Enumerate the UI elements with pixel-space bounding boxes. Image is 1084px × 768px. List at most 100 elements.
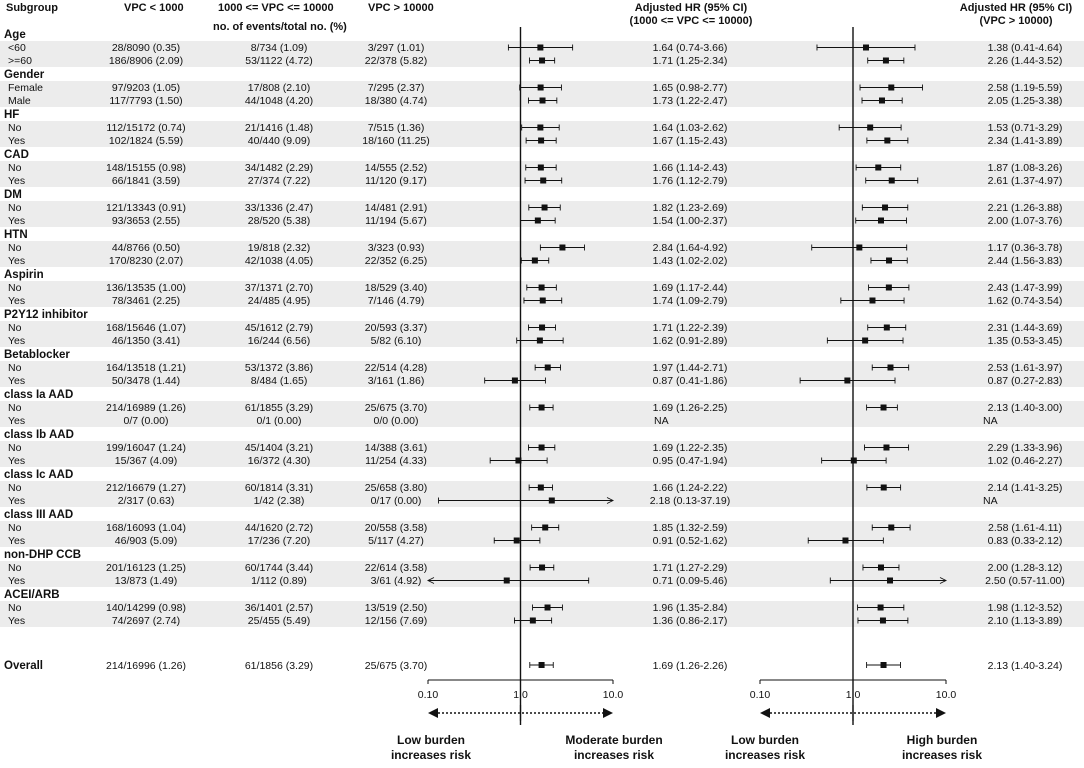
label-low-burden-1: Low burden increases risk [390, 733, 472, 762]
group-label: Gender [4, 69, 45, 81]
group-label: non-DHP CCB [4, 549, 81, 561]
hr-moderate-text: 1.82 (1.23-2.69) [653, 202, 728, 214]
hr-moderate-text: 1.54 (1.00-2.37) [653, 215, 728, 227]
ci-moderate-point [531, 257, 538, 264]
header-subgroup: Subgroup [6, 2, 58, 14]
ci-high-point [888, 524, 895, 531]
arrowhead-left-moderate [428, 708, 438, 718]
ci-moderate-arrow-right [606, 497, 615, 504]
arrowhead-right-high [936, 708, 946, 718]
hr-high-text: 1.17 (0.36-3.78) [988, 242, 1063, 254]
hr-high-text: 0.83 (0.33-2.12) [988, 535, 1063, 547]
events-vpc-high: 3/323 (0.93) [368, 242, 425, 254]
row-label: Yes [8, 255, 25, 267]
events-vpc-high: 14/481 (2.91) [365, 202, 427, 214]
ci-moderate-point [544, 604, 551, 611]
hr-moderate-text: 1.97 (1.44-2.71) [653, 362, 728, 374]
events-vpc-low: 112/15172 (0.74) [106, 122, 185, 134]
events-vpc-mid: 40/440 (9.09) [248, 135, 310, 147]
hr-high-text: 2.21 (1.26-3.88) [988, 202, 1063, 214]
events-vpc-low: 97/9203 (1.05) [112, 82, 180, 94]
events-vpc-low: 28/8090 (0.35) [112, 42, 180, 54]
hr-moderate-text: NA [654, 415, 669, 427]
ci-high-point [888, 84, 895, 91]
events-vpc-mid: 37/1371 (2.70) [245, 282, 313, 294]
row-band [0, 534, 1084, 547]
events-vpc-mid: 17/808 (2.10) [248, 82, 310, 94]
hr-moderate-text: 1.69 (1.26-2.25) [653, 402, 728, 414]
events-vpc-low: 102/1824 (5.59) [109, 135, 183, 147]
events-vpc-low: 168/15646 (1.07) [106, 322, 186, 334]
ci-moderate-point [538, 284, 545, 291]
x-tick-label-high: 10.0 [936, 689, 957, 701]
hr-high-text: 1.53 (0.71-3.29) [988, 122, 1063, 134]
row-label: No [8, 442, 22, 454]
events-vpc-high: 11/254 (4.33) [365, 455, 427, 467]
ci-moderate-point [539, 97, 546, 104]
events-vpc-mid: 45/1612 (2.79) [245, 322, 313, 334]
row-label: No [8, 562, 22, 574]
arrowhead-left-high [760, 708, 770, 718]
hr-high-text: NA [983, 495, 998, 507]
x-tick-label-high: 1.0 [846, 689, 861, 701]
ci-high-point [887, 577, 894, 584]
ci-moderate-point [511, 377, 518, 384]
events-vpc-mid: 28/520 (5.38) [248, 215, 310, 227]
header-hr-high: Adjusted HR (95% CI) (VPC > 10000) [959, 2, 1073, 27]
row-label: Yes [8, 295, 25, 307]
events-vpc-mid: 44/1048 (4.20) [245, 95, 313, 107]
hr-moderate-text: 1.71 (1.22-2.39) [653, 322, 728, 334]
ci-high-point [882, 57, 889, 64]
label-high-burden: High burden increases risk [901, 733, 983, 762]
hr-high-text: 2.13 (1.40-3.24) [988, 660, 1063, 672]
events-vpc-high: 20/558 (3.58) [365, 522, 427, 534]
ci-moderate-point [559, 244, 566, 251]
events-vpc-high: 5/82 (6.10) [371, 335, 422, 347]
row-label: Yes [8, 535, 25, 547]
events-vpc-high: 22/614 (3.58) [365, 562, 427, 574]
events-vpc-low: 170/8230 (2.07) [109, 255, 183, 267]
ci-high-point [886, 257, 893, 264]
ci-moderate-point [539, 324, 546, 331]
ci-high-point [877, 564, 884, 571]
hr-high-text: 2.29 (1.33-3.96) [988, 442, 1063, 454]
events-vpc-high: 13/519 (2.50) [365, 602, 427, 614]
ci-high-point [880, 404, 887, 411]
ci-high-point [887, 364, 894, 371]
events-vpc-high: 0/0 (0.00) [374, 415, 419, 427]
events-vpc-high: 11/120 (9.17) [365, 175, 427, 187]
ci-moderate-point [529, 617, 536, 624]
ci-moderate-point [513, 537, 520, 544]
events-vpc-mid: 60/1814 (3.31) [245, 482, 313, 494]
hr-high-text: NA [983, 415, 998, 427]
row-label: No [8, 402, 22, 414]
ci-high-point [875, 164, 882, 171]
events-vpc-low: 121/13343 (0.91) [106, 202, 186, 214]
ci-moderate-arrow-left [426, 577, 435, 584]
row-label: <60 [8, 42, 26, 54]
ci-moderate-point [544, 364, 551, 371]
events-vpc-high: 0/17 (0.00) [371, 495, 422, 507]
ci-moderate-point [534, 217, 541, 224]
header-hr-moderate: Adjusted HR (95% CI) (1000 <= VPC <= 100… [629, 2, 753, 27]
ci-high-point [856, 244, 863, 251]
header-vpc-mid: 1000 <= VPC <= 10000 [218, 2, 334, 14]
ci-high-point [883, 444, 890, 451]
hr-high-text: 2.13 (1.40-3.00) [988, 402, 1063, 414]
ci-moderate-point [537, 124, 544, 131]
events-vpc-high: 7/146 (4.79) [368, 295, 425, 307]
ci-moderate-point [539, 57, 546, 64]
events-vpc-mid: 42/1038 (4.05) [245, 255, 313, 267]
hr-moderate-text: 2.18 (0.13-37.19) [650, 495, 731, 507]
hr-high-text: 1.62 (0.74-3.54) [988, 295, 1063, 307]
x-tick-label-high: 0.10 [750, 689, 771, 701]
events-vpc-low: 66/1841 (3.59) [112, 175, 180, 187]
hr-moderate-text: 2.84 (1.64-4.92) [653, 242, 728, 254]
events-vpc-low: 0/7 (0.00) [124, 415, 169, 427]
events-vpc-low: 136/13535 (1.00) [106, 282, 186, 294]
events-vpc-high: 3/61 (4.92) [371, 575, 422, 587]
hr-moderate-text: 1.96 (1.35-2.84) [653, 602, 728, 614]
events-vpc-high: 12/156 (7.69) [365, 615, 427, 627]
hr-high-text: 2.34 (1.41-3.89) [988, 135, 1063, 147]
ci-moderate-point [542, 524, 549, 531]
